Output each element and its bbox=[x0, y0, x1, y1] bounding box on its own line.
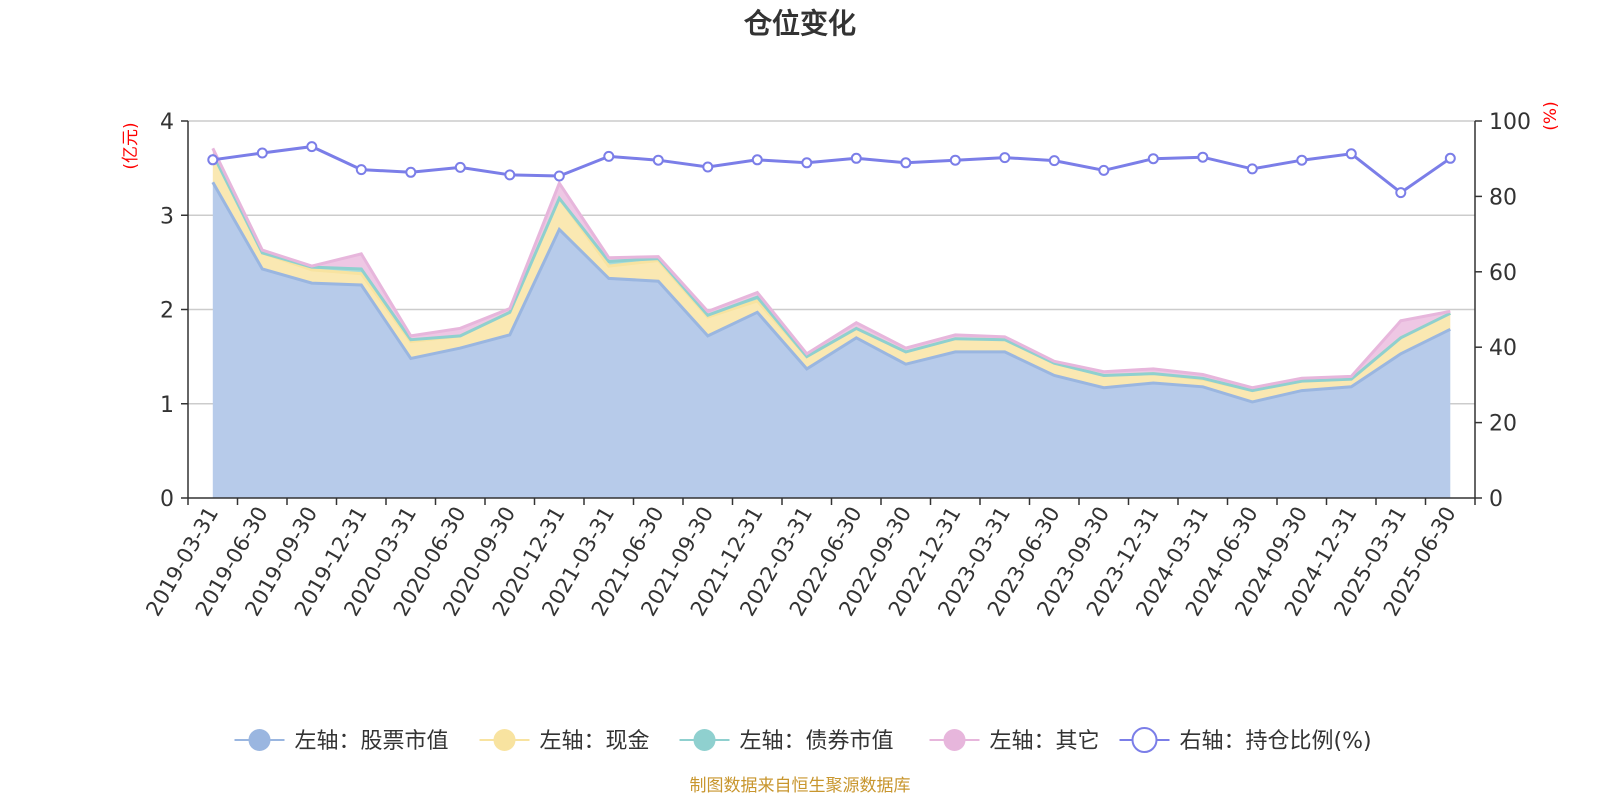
area-line-3 bbox=[211, 147, 1451, 390]
legend-item: 左轴：现金 bbox=[479, 729, 650, 754]
right-axis-tick-label: 0 bbox=[1489, 487, 1503, 512]
ratio-point bbox=[1246, 163, 1258, 175]
right-axis-tick-label: 80 bbox=[1489, 185, 1517, 210]
ratio-point bbox=[306, 141, 318, 153]
source-note: 制图数据来自恒生聚源数据库 bbox=[690, 776, 911, 796]
legend-label: 左轴：其它 bbox=[990, 729, 1100, 754]
ratio-point bbox=[1098, 164, 1110, 176]
ratio-point bbox=[900, 157, 912, 169]
right-axis-tick-label: 20 bbox=[1489, 412, 1517, 437]
ratio-point bbox=[454, 161, 466, 173]
left-axis-tick-label: 3 bbox=[160, 204, 174, 229]
area-line-2 bbox=[211, 153, 1451, 393]
ratio-point bbox=[999, 152, 1011, 164]
chart-title: 仓位变化 bbox=[744, 7, 856, 40]
ratio-point bbox=[355, 164, 367, 176]
ratio-point bbox=[1444, 152, 1456, 164]
ratio-point bbox=[1048, 155, 1060, 167]
area-0 bbox=[212, 182, 1451, 499]
legend-item: 右轴：持仓比例(%) bbox=[1119, 727, 1372, 754]
legend: 左轴：股票市值 左轴：现金 左轴：债券市值 左轴：其它 右轴：持仓比例(%) bbox=[234, 727, 1372, 754]
legend-label: 左轴：债券市值 bbox=[740, 729, 894, 754]
legend-label: 右轴：持仓比例(%) bbox=[1180, 729, 1372, 754]
left-axis-tick-label: 4 bbox=[160, 110, 174, 135]
area-line-0 bbox=[211, 181, 1451, 404]
holding-ratio-series bbox=[207, 141, 1456, 199]
right-axis-tick-label: 60 bbox=[1489, 261, 1517, 286]
ratio-point bbox=[702, 161, 714, 173]
legend-marker bbox=[248, 729, 271, 751]
ratio-point bbox=[1296, 154, 1308, 166]
right-axis-tick-label: 100 bbox=[1489, 110, 1531, 135]
ratio-point bbox=[801, 157, 813, 169]
legend-label: 左轴：股票市值 bbox=[295, 729, 449, 754]
ratio-point bbox=[256, 147, 268, 159]
ratio-point bbox=[405, 166, 417, 178]
ratio-point bbox=[603, 150, 615, 162]
left-axis-tick-label: 0 bbox=[160, 487, 174, 512]
ratio-point bbox=[504, 169, 516, 181]
legend-item: 左轴：股票市值 bbox=[234, 729, 449, 754]
left-axis-tick-label: 1 bbox=[160, 393, 174, 418]
ratio-point bbox=[1345, 148, 1357, 160]
legend-item: 左轴：债券市值 bbox=[679, 729, 894, 754]
legend-marker bbox=[693, 729, 716, 751]
ratio-point bbox=[949, 154, 961, 166]
right-axis-tick-label: 40 bbox=[1489, 336, 1517, 361]
left-axis-unit: (亿元) bbox=[121, 122, 141, 169]
legend-label: 左轴：现金 bbox=[540, 729, 650, 754]
legend-marker bbox=[1131, 727, 1158, 753]
ratio-point bbox=[850, 152, 862, 164]
right-axis-unit: (%) bbox=[1541, 101, 1561, 130]
ratio-point bbox=[1395, 187, 1407, 199]
ratio-point bbox=[1197, 151, 1209, 163]
ratio-point bbox=[207, 154, 219, 166]
left-axis-tick-label: 2 bbox=[160, 299, 174, 324]
ratio-point bbox=[1147, 153, 1159, 165]
ratio-point bbox=[553, 170, 565, 182]
ratio-line bbox=[212, 145, 1452, 195]
legend-marker bbox=[493, 729, 516, 751]
ratio-point bbox=[652, 154, 664, 166]
legend-item: 左轴：其它 bbox=[929, 729, 1100, 754]
legend-marker bbox=[943, 729, 966, 751]
stacked-areas bbox=[211, 147, 1451, 499]
ratio-point bbox=[751, 154, 763, 166]
